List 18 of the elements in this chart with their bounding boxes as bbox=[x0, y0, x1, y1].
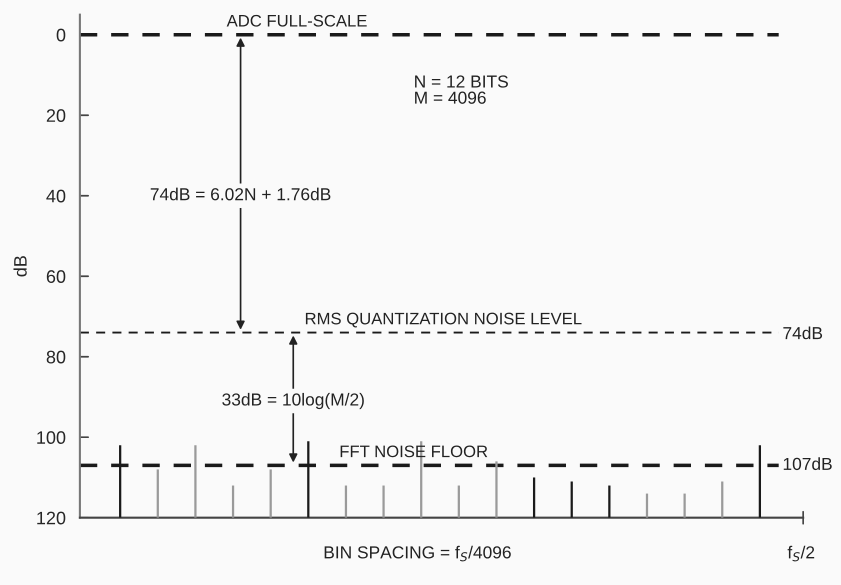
y-axis-title: dB bbox=[14, 256, 27, 276]
text: 107dB bbox=[784, 457, 832, 470]
y-tick-label: 100 bbox=[37, 431, 66, 444]
text: f$_{S}$/2 bbox=[788, 546, 814, 562]
y-tick-label: 0 bbox=[56, 28, 66, 42]
y-tick-label: 80 bbox=[46, 350, 66, 364]
text: BIN SPACING = f$_{S}$/4096 bbox=[324, 546, 511, 562]
y-tick-label: 120 bbox=[37, 512, 66, 524]
y-tick-label: 60 bbox=[46, 270, 66, 283]
ref-line-label: ADC FULL-SCALE bbox=[226, 14, 367, 27]
y-tick-label: 40 bbox=[46, 190, 66, 202]
annotation: 74dB = 6.02N + 1.76dB bbox=[150, 188, 330, 200]
ref-line-label: RMS QUANTIZATION NOISE LEVEL bbox=[306, 312, 582, 328]
annotation: N = 12 BITS M = 4096 bbox=[415, 75, 508, 104]
y-tick-label: 20 bbox=[46, 109, 66, 122]
text: 74dB bbox=[783, 326, 822, 340]
annotation: 33dB = 10log(M/2) bbox=[222, 392, 364, 410]
ref-line-label: FFT NOISE FLOOR bbox=[340, 445, 488, 458]
